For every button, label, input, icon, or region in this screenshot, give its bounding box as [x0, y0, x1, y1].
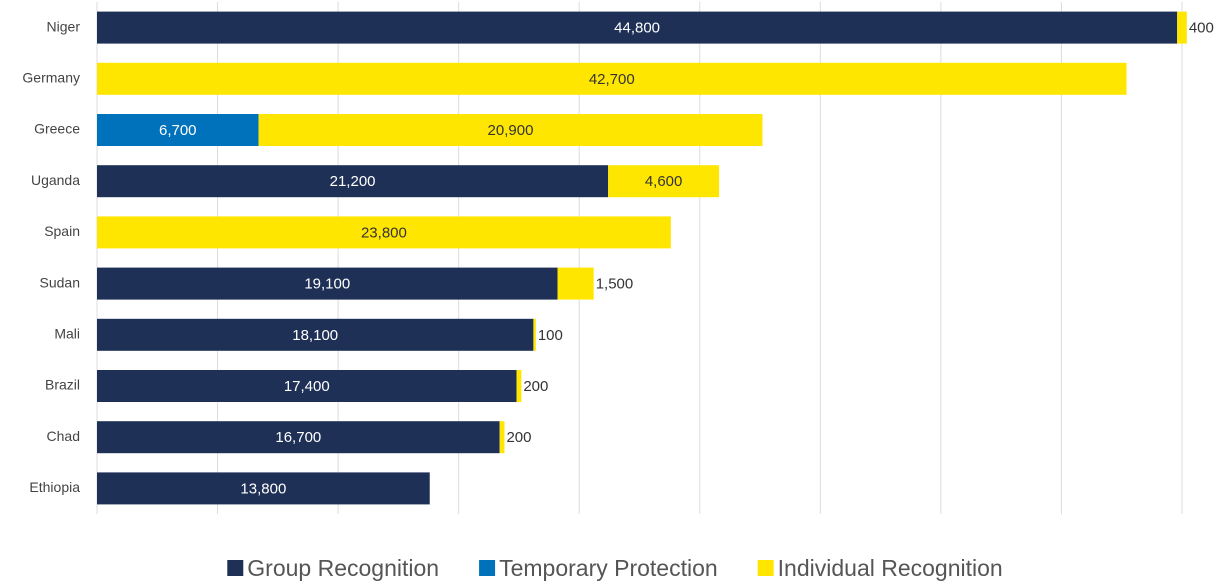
- legend-swatch: [757, 560, 774, 576]
- bar-segment: [97, 318, 534, 351]
- bar-segment: [1177, 11, 1187, 44]
- value-label: 13,800: [240, 480, 286, 497]
- value-label: 6,700: [159, 122, 197, 139]
- bar-segment: [516, 370, 522, 402]
- value-label: 200: [523, 378, 548, 395]
- bar-segment: [499, 421, 505, 454]
- category-label: Sudan: [40, 274, 80, 290]
- value-label: 200: [506, 429, 531, 446]
- value-label: 100: [538, 327, 563, 344]
- value-label: 19,100: [304, 276, 350, 293]
- bar-segment: [97, 165, 609, 198]
- legend-swatch: [227, 560, 244, 576]
- bar-segment: [97, 370, 517, 402]
- value-label: 1,500: [596, 276, 634, 293]
- bar-segment: [97, 216, 671, 249]
- value-label: 44,800: [614, 20, 660, 37]
- category-label: Greece: [34, 121, 80, 137]
- category-label: Brazil: [45, 377, 80, 393]
- bar-segment: [97, 62, 1127, 95]
- value-label: 16,700: [275, 429, 321, 446]
- legend-label: Individual Recognition: [778, 555, 1003, 581]
- legend-label: Group Recognition: [247, 555, 439, 581]
- bar-segment: [533, 318, 536, 351]
- value-label: 17,400: [284, 378, 330, 395]
- value-label: 400: [1189, 20, 1214, 37]
- legend-label: Temporary Protection: [499, 555, 718, 581]
- value-label: 18,100: [292, 327, 338, 344]
- bar-segment: [258, 114, 763, 146]
- category-label: Ethiopia: [29, 479, 80, 495]
- legend-swatch: [479, 560, 496, 576]
- value-label: 4,600: [645, 173, 683, 190]
- bar-segment: [557, 267, 594, 300]
- category-label: Niger: [47, 18, 81, 34]
- category-label: Mali: [54, 326, 80, 342]
- bar-segment: [97, 472, 430, 505]
- category-label: Uganda: [31, 172, 80, 188]
- value-label: 23,800: [361, 224, 407, 241]
- bar-segment: [97, 114, 259, 146]
- bar-segment: [97, 11, 1178, 44]
- value-label: 20,900: [488, 122, 534, 139]
- category-label: Spain: [44, 223, 80, 239]
- category-label: Chad: [47, 428, 80, 444]
- bar-segment: [97, 421, 500, 454]
- bar-segment: [97, 267, 558, 300]
- value-label: 21,200: [330, 173, 376, 190]
- category-label: Germany: [22, 70, 80, 86]
- value-label: 42,700: [589, 71, 635, 88]
- bar-segment: [608, 165, 720, 198]
